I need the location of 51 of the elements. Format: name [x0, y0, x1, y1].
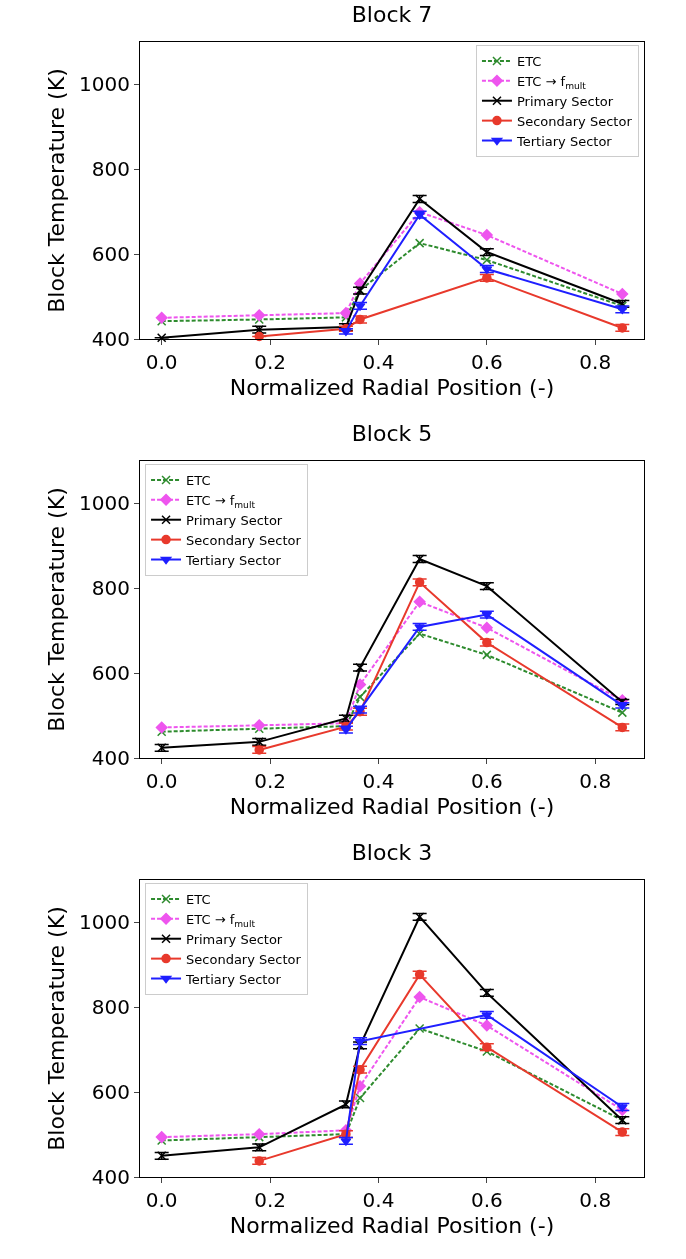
x-tick-label: 0.2 [254, 350, 286, 374]
chart-title: Block 3 [351, 839, 433, 865]
legend-label: ETC [186, 472, 211, 488]
x-tick-label: 0.0 [145, 769, 178, 793]
x-tick-label: 0.4 [362, 350, 395, 374]
x-tick-label: 0.4 [362, 769, 395, 793]
x-tick-label: 0.0 [145, 350, 178, 374]
x-tick-label: 0.8 [579, 350, 612, 374]
legend-label: Secondary Sector [186, 951, 302, 967]
legend-label: ETC → f$_{mult}$ [516, 73, 587, 91]
x-tick-label: 0.0 [145, 1188, 178, 1212]
legend-label: Tertiary Sector [185, 971, 282, 987]
x-tick-label: 0.6 [470, 769, 503, 793]
y-tick-label: 1000 [79, 491, 130, 516]
x-axis-title: Normalized Radial Position (-) [229, 793, 555, 819]
x-tick-label: 0.6 [470, 350, 503, 374]
x-tick-label: 0.8 [579, 1188, 612, 1212]
legend-label: Primary Sector [186, 931, 283, 947]
y-tick-label: 600 [91, 242, 130, 267]
legend-label: Secondary Sector [186, 532, 302, 548]
legend-label: Secondary Sector [516, 113, 633, 129]
y-tick-label: 400 [91, 1165, 130, 1189]
legend-label: ETC [516, 53, 542, 69]
y-axis-title: Block Temperature (K) [43, 906, 69, 1151]
y-tick-label: 800 [91, 995, 130, 1020]
y-tick-label: 600 [91, 1080, 130, 1105]
x-tick-label: 0.2 [254, 1188, 286, 1212]
y-axis-title: Block Temperature (K) [43, 487, 69, 732]
legend-label: ETC → f$_{mult}$ [186, 911, 256, 929]
y-tick-label: 1000 [79, 910, 130, 935]
legend-label: Tertiary Sector [185, 552, 282, 568]
y-tick-label: 400 [91, 746, 130, 770]
y-tick-label: 1000 [79, 72, 130, 97]
legend-label: Primary Sector [186, 512, 283, 528]
legend-label: Primary Sector [516, 93, 614, 109]
legend-label: ETC → f$_{mult}$ [186, 492, 256, 510]
y-tick-label: 400 [91, 327, 130, 351]
chart-title: Block 7 [351, 1, 433, 27]
chart-title: Block 5 [351, 420, 433, 446]
x-tick-label: 0.2 [254, 769, 286, 793]
legend-label: Tertiary Sector [515, 133, 613, 149]
y-tick-label: 800 [91, 157, 130, 182]
legend-label: ETC [186, 891, 211, 907]
y-tick-label: 600 [91, 661, 130, 686]
y-tick-label: 800 [91, 576, 130, 601]
x-axis-title: Normalized Radial Position (-) [229, 1212, 555, 1238]
x-tick-label: 0.8 [579, 769, 612, 793]
x-tick-label: 0.6 [470, 1188, 503, 1212]
x-axis-title: Normalized Radial Position (-) [229, 374, 555, 400]
x-tick-label: 0.4 [362, 1188, 395, 1212]
y-axis-title: Block Temperature (K) [43, 68, 69, 313]
